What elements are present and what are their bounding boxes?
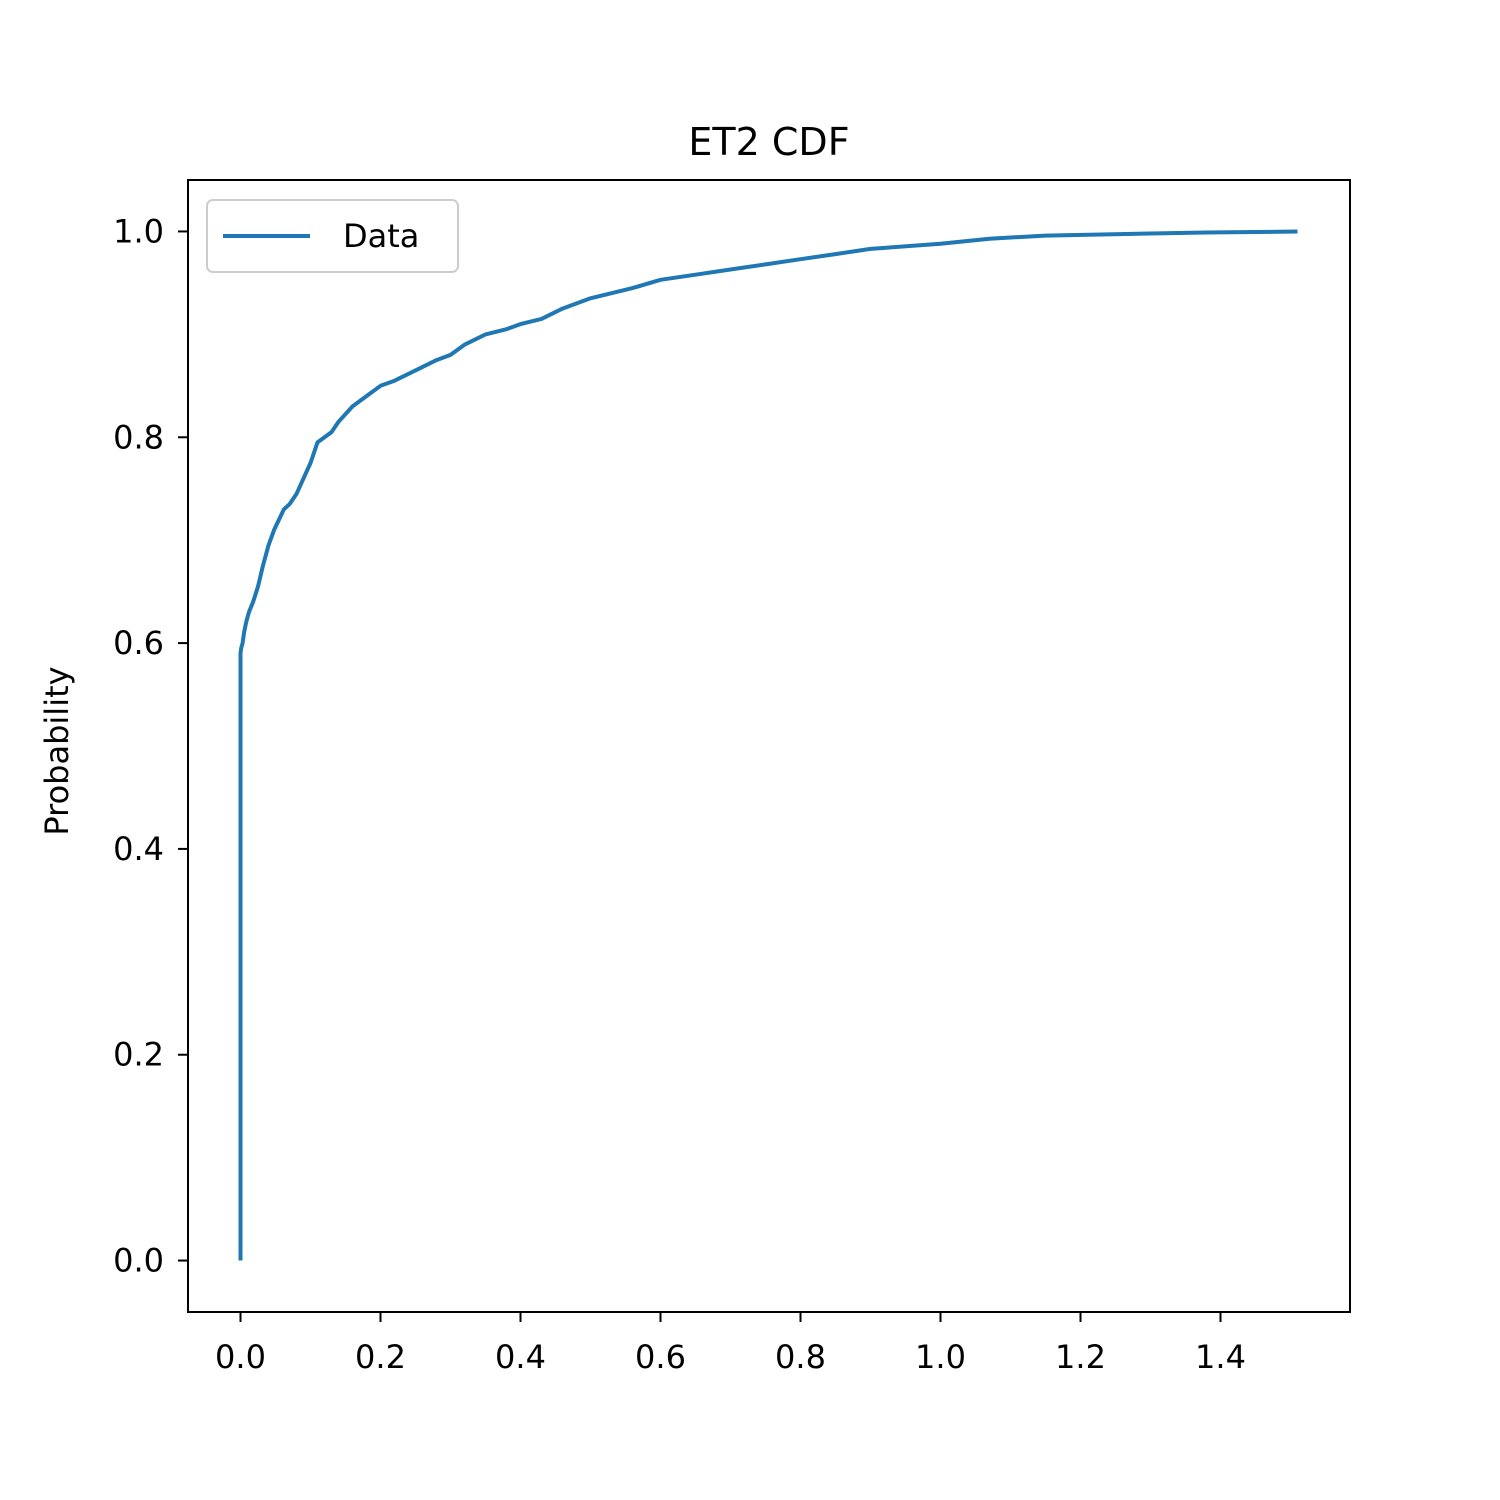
- legend-box: [206, 199, 459, 273]
- x-tick-label: 0.8: [775, 1338, 826, 1376]
- x-tick-label: 0.2: [355, 1338, 406, 1376]
- y-tick-label: 0.4: [113, 830, 164, 868]
- axis-ticks: 0.0 0.2 0.4 0.6 0.8 1.0 1.2 1.4 0.0 0.2 0.4 0.6 0.8 1…: [113, 212, 1246, 1376]
- y-tick-label: 0.8: [113, 418, 164, 456]
- plot-area: [238, 229, 1298, 1261]
- x-tick-label: 0.0: [215, 1338, 266, 1376]
- y-tick-label: 0.2: [113, 1036, 164, 1074]
- axes-frame: [187, 179, 1351, 1313]
- y-tick-label: 1.0: [113, 212, 164, 250]
- x-tick-label: 1.0: [915, 1338, 966, 1376]
- x-tick-label: 0.4: [495, 1338, 546, 1376]
- legend: Data: [206, 199, 459, 273]
- y-tick-label: 0.6: [113, 624, 164, 662]
- series-line-data: [238, 229, 1298, 1261]
- y-axis-label: Probability: [38, 666, 76, 835]
- x-tick-label: 1.2: [1055, 1338, 1106, 1376]
- legend-entry-label: Data: [343, 217, 419, 255]
- y-tick-label: 0.0: [113, 1242, 164, 1280]
- chart-title: ET2 CDF: [688, 120, 849, 164]
- x-tick-label: 1.4: [1195, 1338, 1246, 1376]
- x-tick-label: 0.6: [635, 1338, 686, 1376]
